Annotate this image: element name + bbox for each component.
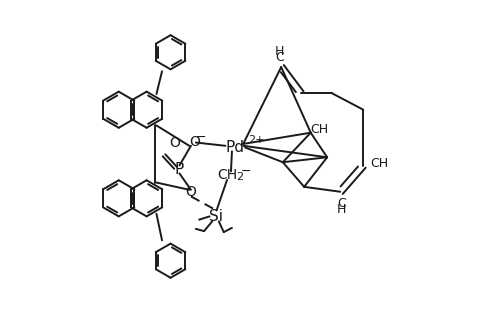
Text: Pd: Pd: [226, 140, 244, 155]
Text: Si: Si: [208, 209, 222, 224]
Text: −: −: [241, 165, 252, 178]
Text: CH: CH: [310, 123, 328, 136]
Text: −: −: [196, 131, 206, 144]
Text: 2: 2: [236, 172, 244, 182]
Text: O: O: [169, 136, 180, 150]
Text: C: C: [275, 51, 284, 64]
Text: O: O: [186, 185, 196, 199]
Text: P: P: [175, 162, 184, 177]
Text: O: O: [190, 134, 200, 149]
Text: H: H: [275, 45, 284, 58]
Text: H: H: [337, 203, 346, 216]
Text: 2+: 2+: [248, 135, 264, 145]
Text: CH: CH: [217, 168, 237, 182]
Text: C: C: [338, 197, 346, 210]
Text: CH: CH: [370, 157, 388, 170]
